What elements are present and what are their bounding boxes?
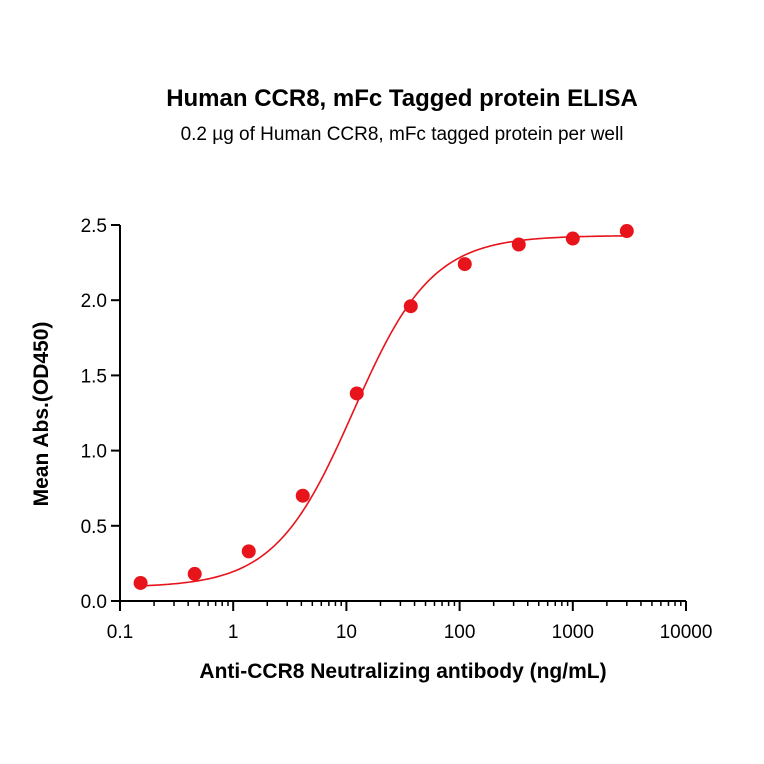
data-point [133,575,148,590]
x-tick-label: 1000 [552,622,594,643]
y-tick-label: 0.0 [81,592,107,613]
data-point [457,257,472,272]
data-point [511,237,526,252]
x-ticks: 0.1 1 10 100 1000 10000 [107,601,713,643]
y-tick-label: 1.0 [81,442,107,463]
x-tick-label: 1 [228,622,239,643]
data-points [133,224,634,590]
y-tick-label: 0.5 [81,517,107,538]
y-ticks: 0.0 0.5 1.0 1.5 2.0 2.5 [81,216,120,613]
chart-title: Human CCR8, mFc Tagged protein ELISA [166,85,638,112]
fit-curve [140,235,627,587]
x-tick-label: 0.1 [107,622,133,643]
data-point [403,299,418,314]
x-axis: 0.1 1 10 100 1000 10000 [107,600,713,643]
y-tick-label: 1.5 [81,366,107,387]
data-point [565,231,580,246]
x-tick-label: 10 [336,622,357,643]
data-point [349,386,364,401]
data-point [295,488,310,503]
y-axis: 0.0 0.5 1.0 1.5 2.0 2.5 [81,216,121,613]
y-tick-label: 2.0 [81,291,107,312]
chart-subtitle: 0.2 µg of Human CCR8, mFc tagged protein… [181,124,624,145]
y-tick-label: 2.5 [81,216,107,237]
x-tick-label: 100 [444,622,476,643]
data-point [187,566,202,581]
data-point [619,224,634,239]
data-point [241,544,256,559]
x-tick-label: 10000 [660,622,713,643]
x-axis-label: Anti-CCR8 Neutralizing antibody (ng/mL) [199,660,606,683]
y-axis-label: Mean Abs.(OD450) [30,322,53,507]
